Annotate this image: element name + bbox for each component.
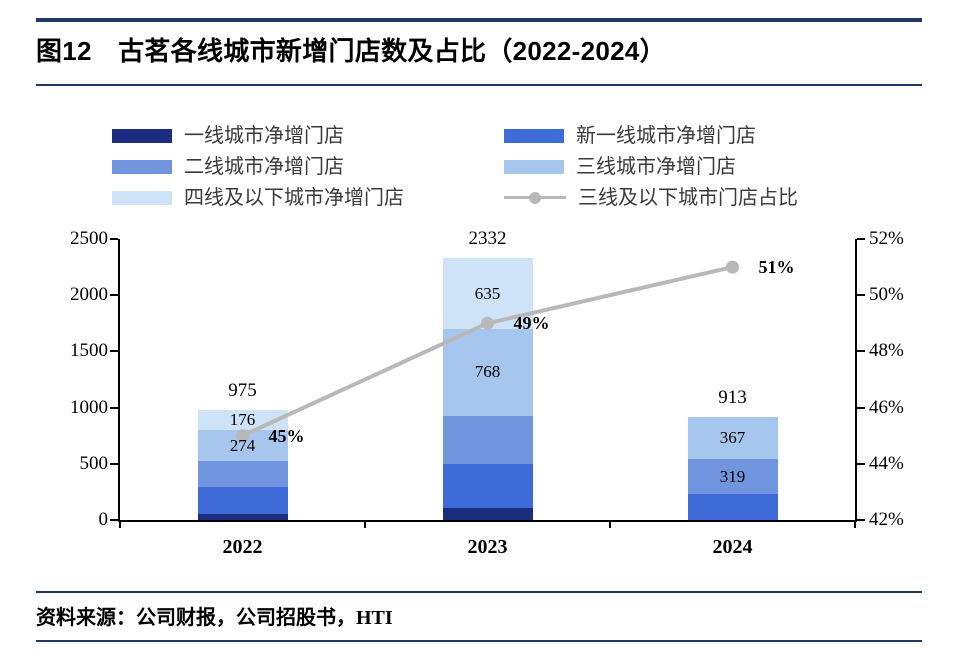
legend-swatch-tier4-below xyxy=(112,191,172,205)
right-axis-tick-mark xyxy=(857,462,865,465)
top-rule xyxy=(36,18,922,22)
right-axis-tick-label: 50% xyxy=(869,284,904,306)
legend-label-tier3-below-share: 三线及以下城市门店占比 xyxy=(578,187,798,209)
left-axis-tick-label: 1500 xyxy=(70,340,108,362)
share-value-label-2022: 45% xyxy=(268,425,305,446)
left-axis-line xyxy=(118,239,120,522)
source-divider-rule xyxy=(36,591,922,593)
left-axis-tick-label: 500 xyxy=(79,452,109,474)
left-axis-tick-mark xyxy=(110,350,118,353)
title-underline-rule xyxy=(36,84,922,86)
x-axis-tick-mark xyxy=(119,520,121,528)
legend-item-tier3-below-share: 三线及以下城市门店占比 xyxy=(504,186,902,210)
left-axis-tick-mark xyxy=(110,462,118,465)
bar-segment-tier1-2022 xyxy=(197,513,288,520)
left-axis-tick-mark xyxy=(110,294,118,297)
legend-item-tier1: 一线城市净增门店 xyxy=(112,124,504,148)
bar-segment-label-tier3-2023: 768 xyxy=(474,362,501,382)
x-axis-label-2022: 2022 xyxy=(222,536,263,558)
legend-swatch-tier3 xyxy=(504,160,564,174)
x-axis-label-2023: 2023 xyxy=(467,536,508,558)
bar-segment-label-tier2-2024: 319 xyxy=(719,466,746,486)
bar-segment-label-tier4-below-2023: 635 xyxy=(474,283,501,303)
left-axis-tick-label: 2000 xyxy=(70,284,108,306)
right-axis-tick-label: 48% xyxy=(869,340,904,362)
left-axis-tick-mark xyxy=(110,238,118,240)
legend-label-tier4-below: 四线及以下城市净增门店 xyxy=(184,187,404,209)
chart-legend: 一线城市净增门店 新一线城市净增门店二线城市净增门店 三线城市净增门店四线及以下城市… xyxy=(112,124,902,210)
source-note: 资料来源：公司财报，公司招股书，HTI xyxy=(36,607,393,629)
legend-line-marker xyxy=(529,192,541,204)
right-axis-line xyxy=(855,239,857,522)
legend-label-new-tier1: 新一线城市净增门店 xyxy=(576,125,756,147)
bar-total-label-2024: 913 xyxy=(718,387,747,409)
legend-label-tier3: 三线城市净增门店 xyxy=(576,156,736,178)
right-axis-tick-mark xyxy=(857,294,865,297)
bar-segment-tier2-2024 xyxy=(687,458,778,495)
legend-label-tier1: 一线城市净增门店 xyxy=(184,125,344,147)
bar-segment-tier2-2022 xyxy=(197,460,288,488)
figure-title: 图12 古茗各线城市新增门店数及占比（2022-2024） xyxy=(36,36,666,66)
legend-item-tier4-below: 四线及以下城市净增门店 xyxy=(112,186,504,210)
x-axis-tick-mark xyxy=(854,520,856,528)
legend-swatch-tier2 xyxy=(112,160,172,174)
legend-swatch-new-tier1 xyxy=(504,129,564,143)
x-axis-line xyxy=(118,520,857,522)
share-line-marker xyxy=(726,260,739,274)
bar-segment-new-tier1-2022 xyxy=(197,487,288,514)
left-axis-tick-mark xyxy=(110,406,118,409)
x-axis-label-2024: 2024 xyxy=(712,536,753,558)
bar-segment-tier1-2023 xyxy=(442,507,533,520)
bar-segment-tier2-2023 xyxy=(442,415,533,464)
x-axis-tick-mark xyxy=(609,520,611,528)
bar-segment-label-tier3-2024: 367 xyxy=(719,428,746,447)
right-axis-tick-mark xyxy=(857,350,865,353)
left-axis-tick-label: 1000 xyxy=(70,396,108,418)
legend-label-tier2: 二线城市净增门店 xyxy=(184,156,344,178)
left-axis-tick-label: 0 xyxy=(98,509,109,530)
x-axis-tick-mark xyxy=(364,520,366,528)
legend-item-tier2: 二线城市净增门店 xyxy=(112,155,504,179)
legend-item-tier3: 三线城市净增门店 xyxy=(504,155,902,179)
bar-total-label-2022: 975 xyxy=(228,380,257,402)
right-axis-tick-label: 52% xyxy=(869,228,904,249)
right-axis-tick-label: 46% xyxy=(869,396,904,418)
right-axis-tick-mark xyxy=(857,519,865,521)
share-value-label-2024: 51% xyxy=(758,257,795,278)
right-axis-tick-mark xyxy=(857,406,865,409)
right-axis-tick-label: 44% xyxy=(869,452,904,474)
bottom-rule xyxy=(36,640,922,642)
bar-segment-new-tier1-2023 xyxy=(442,463,533,508)
legend-line-swatch-tier3-below-share xyxy=(504,191,566,205)
right-axis-tick-label: 42% xyxy=(869,509,904,530)
left-axis-tick-mark xyxy=(110,519,118,521)
left-axis-tick-label: 2500 xyxy=(70,228,108,249)
legend-item-new-tier1: 新一线城市净增门店 xyxy=(504,124,902,148)
right-axis-tick-mark xyxy=(857,238,865,240)
bar-total-label-2023: 2332 xyxy=(468,227,507,249)
share-value-label-2023: 49% xyxy=(513,313,550,334)
bar-segment-new-tier1-2024 xyxy=(687,494,778,520)
legend-swatch-tier1 xyxy=(112,129,172,143)
